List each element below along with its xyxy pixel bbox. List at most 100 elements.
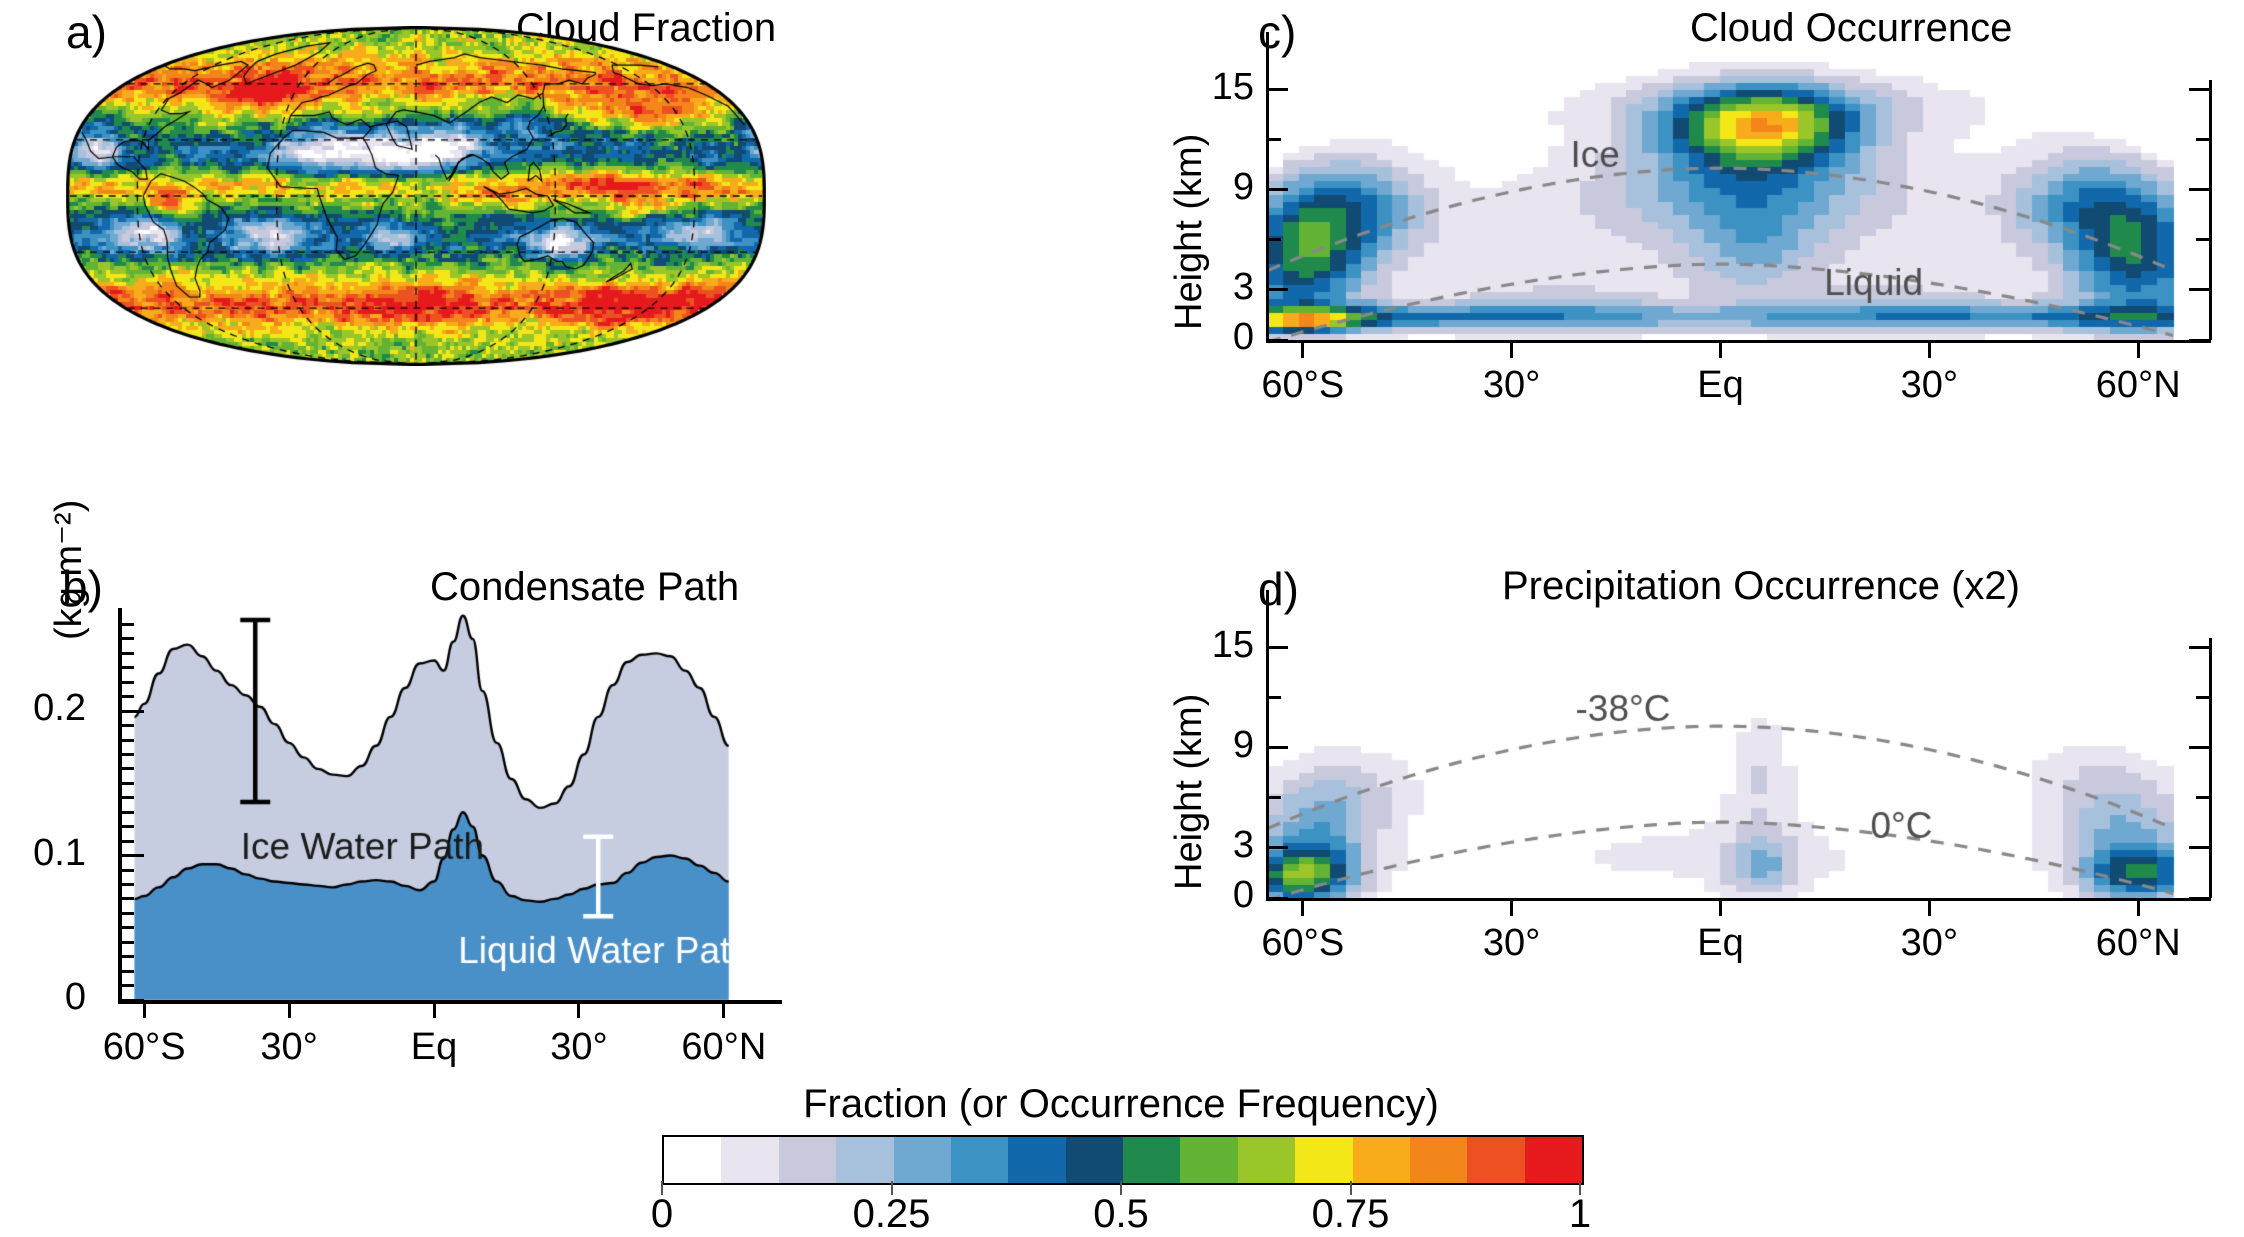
panel-y-minor-tick: [1266, 138, 1281, 142]
panel-y-minor-tick-right: [2196, 696, 2211, 700]
panel-b-y-minor-tick: [118, 839, 134, 843]
cloud-occurrence-plot: [1268, 40, 2244, 370]
map-canvas: [66, 26, 766, 366]
panel-y-major-tick: [1266, 338, 1288, 342]
panel-y-major-tick: [1266, 846, 1288, 850]
colorbar-tick: [890, 1181, 893, 1195]
panel-y-tick-label: 9: [1232, 165, 1254, 208]
panel-y-major-tick-right: [2189, 896, 2211, 900]
colorbar-tick: [1579, 1181, 1581, 1195]
panel-axis-right: [2209, 79, 2212, 340]
colorbar-tick-label: 1: [1568, 1192, 1592, 1236]
panel-b-y-major-tick: [118, 854, 144, 858]
cloud-occurrence-canvas: [1268, 40, 2244, 370]
cloud-fraction-map: [66, 26, 766, 366]
panel-b-x-tick-label: 60°N: [681, 1026, 767, 1068]
panel-x-tick-label: 60°N: [2095, 922, 2181, 964]
panel-y-tick-label: 0: [1232, 874, 1254, 916]
colorbar-swatch: [1065, 1137, 1123, 1183]
panel-x-tick-label: 30°: [1482, 364, 1541, 406]
panel-b-y-minor-tick: [118, 882, 134, 886]
panel-y-major-tick-right: [2189, 188, 2211, 192]
panel-b-y-minor-tick: [118, 752, 134, 756]
panel-x-tick: [1301, 340, 1305, 358]
colorbar-tick: [661, 1181, 663, 1195]
panel-y-minor-tick: [1266, 796, 1281, 800]
panel-b-y-tick-label: 0.2: [33, 687, 86, 730]
panel-b-y-minor-tick: [118, 825, 134, 829]
panel-b-ylabel: (kg m⁻²): [48, 499, 90, 640]
panel-axis-left: [1266, 590, 1269, 900]
panel-b-y-minor-tick: [118, 666, 134, 670]
panel-y-tick-label: 15: [1211, 65, 1254, 108]
colorbar-tick-label: 0.75: [1311, 1192, 1390, 1236]
panel-x-tick: [1719, 340, 1722, 358]
panel-axis-left: [1266, 32, 1269, 342]
colorbar-swatch: [1295, 1137, 1353, 1183]
colorbar-swatch: [664, 1137, 722, 1183]
panel-y-minor-tick-right: [2196, 238, 2211, 242]
panel-y-major-tick-right: [2189, 338, 2211, 342]
panel-b-y-minor-tick: [118, 897, 134, 901]
condensate-path-canvas: [120, 600, 820, 1070]
colorbar-swatch: [1180, 1137, 1238, 1183]
panel-b-x-tick: [287, 1000, 291, 1018]
panel-axis-bottom: [1266, 340, 2211, 343]
panel-b-letter: b): [62, 561, 103, 613]
panel-x-tick: [2136, 898, 2140, 916]
panel-x-tick-label: 30°: [1900, 364, 1959, 406]
panel-b-y-minor-tick: [118, 738, 134, 742]
panel-x-tick: [1927, 898, 1931, 916]
panel-b-y-minor-tick: [118, 955, 134, 959]
panel-x-tick-label: Eq: [1697, 364, 1744, 406]
panel-x-tick: [1719, 898, 1722, 916]
panel-b-x-tick-label: 30°: [260, 1026, 318, 1068]
colorbar-swatch: [893, 1137, 951, 1183]
panel-b-y-major-tick: [118, 709, 144, 713]
colorbar-swatch: [1008, 1137, 1066, 1183]
panel-y-minor-tick-right: [2196, 138, 2211, 142]
panel-b-x-tick-label: 60°S: [102, 1026, 186, 1068]
panel-y-tick-label: 15: [1211, 623, 1254, 666]
panel-y-minor-tick-right: [2196, 796, 2211, 800]
colorbar-title: Fraction (or Occurrence Frequency): [803, 1082, 1439, 1126]
panel-x-tick: [1510, 898, 1514, 916]
colorbar-swatch: [1524, 1137, 1582, 1183]
panel-y-tick-label: 9: [1232, 723, 1254, 766]
panel-y-major-tick: [1266, 188, 1288, 192]
panel-y-major-tick-right: [2189, 646, 2211, 650]
panel-b-x-tick-label: 30°: [550, 1026, 608, 1068]
panel-b-y-minor-tick: [118, 724, 134, 728]
panel-x-tick: [1927, 340, 1931, 358]
panel-y-major-tick-right: [2189, 288, 2211, 292]
colorbar-tick: [1120, 1181, 1122, 1195]
panel-y-minor-tick: [1266, 238, 1281, 242]
panel-b-y-minor-tick: [118, 767, 134, 771]
panel-x-tick-label: 60°S: [1261, 922, 1345, 964]
panel-x-tick: [2136, 340, 2140, 358]
precipitation-occurrence-plot: [1268, 598, 2244, 928]
panel-b-y-axis: [118, 608, 122, 1002]
panel-b-y-minor-tick: [118, 926, 134, 930]
panel-b-y-major-tick: [118, 998, 144, 1002]
panel-b-y-minor-tick: [118, 781, 134, 785]
colorbar-swatch: [950, 1137, 1009, 1183]
panel-x-tick: [1301, 898, 1305, 916]
panel-b-y-minor-tick: [118, 637, 134, 641]
panel-y-tick-label: 0: [1232, 316, 1254, 358]
panel-y-major-tick: [1266, 88, 1288, 92]
panel-axis-right: [2209, 637, 2212, 898]
panel-b-x-tick: [142, 1000, 146, 1018]
panel-y-major-tick-right: [2189, 88, 2211, 92]
panel-b-y-minor-tick: [118, 940, 134, 944]
colorbar-tick-label: 0: [650, 1192, 674, 1236]
panel-b-y-tick-label: 0.1: [33, 831, 86, 874]
panel-b-y-minor-tick: [118, 680, 134, 684]
colorbar-swatch: [1467, 1137, 1525, 1183]
panel-b-y-minor-tick: [118, 651, 134, 655]
colorbar-tick-label: 0.25: [852, 1192, 931, 1236]
panel-y-major-tick: [1266, 746, 1288, 750]
colorbar-swatch: [1352, 1137, 1410, 1183]
precipitation-occurrence-canvas: [1268, 598, 2244, 928]
panel-b-y-minor-tick: [118, 984, 134, 988]
